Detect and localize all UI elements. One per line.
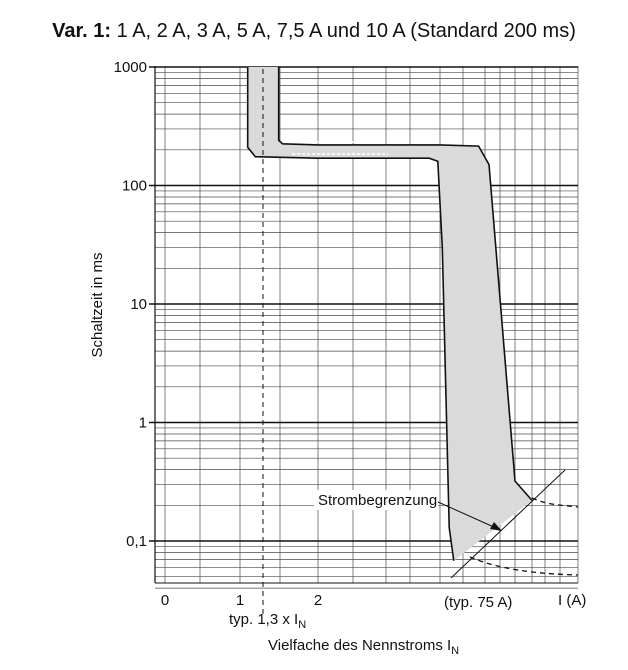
x-unit-label: I (A) bbox=[558, 592, 586, 609]
annotations bbox=[262, 69, 579, 615]
typ-current-label: (typ. 75 A) bbox=[444, 594, 512, 611]
strombegrenzung-label: Strombegrenzung bbox=[318, 492, 437, 509]
x-tick-label: 0 bbox=[161, 592, 169, 609]
chart-title-bold: Var. 1: bbox=[52, 20, 112, 42]
y-axis-label: Schaltzeit in ms bbox=[89, 252, 106, 357]
x-tick-label: 1 bbox=[236, 592, 244, 609]
y-tick-label: 0,1 bbox=[126, 533, 147, 550]
strombegrenzung-arrowhead bbox=[490, 522, 502, 531]
strombegrenzung-pointer bbox=[437, 501, 497, 529]
y-tick-label: 100 bbox=[122, 178, 147, 195]
typ-marker-label-sub: N bbox=[298, 619, 306, 631]
lower-dashed-tail bbox=[469, 556, 579, 576]
trip-band-lower-line bbox=[246, 67, 455, 561]
strombegrenzung-line bbox=[450, 469, 566, 579]
chart-title: Var. 1: 1 A, 2 A, 3 A, 5 A, 7,5 A und 10… bbox=[0, 20, 628, 43]
x-axis-label: Vielfache des Nennstroms IN bbox=[268, 637, 459, 657]
x-axis-label-sub: N bbox=[451, 645, 459, 657]
y-tick-label: 1 bbox=[139, 415, 147, 432]
y-tick-label: 1000 bbox=[114, 59, 147, 76]
trip-band bbox=[246, 67, 533, 561]
trip-band-fill bbox=[247, 67, 532, 561]
tick-labels: 1000 100 10 1 0,1 0 1 2 bbox=[114, 59, 323, 609]
x-axis-label-main: Vielfache des Nennstroms I bbox=[268, 637, 451, 654]
strombegrenzung-label-bg bbox=[314, 490, 438, 510]
upper-dashed-tail bbox=[531, 497, 579, 508]
typ-marker-label-main: typ. 1,3 x I bbox=[229, 611, 298, 628]
typ-marker-label: typ. 1,3 x IN bbox=[229, 611, 306, 631]
x-tick-label: 2 bbox=[314, 592, 322, 609]
chart-title-rest: 1 A, 2 A, 3 A, 5 A, 7,5 A und 10 A (Stan… bbox=[111, 20, 576, 42]
y-tick-label: 10 bbox=[130, 296, 147, 313]
trip-band-upper-line bbox=[277, 67, 533, 501]
